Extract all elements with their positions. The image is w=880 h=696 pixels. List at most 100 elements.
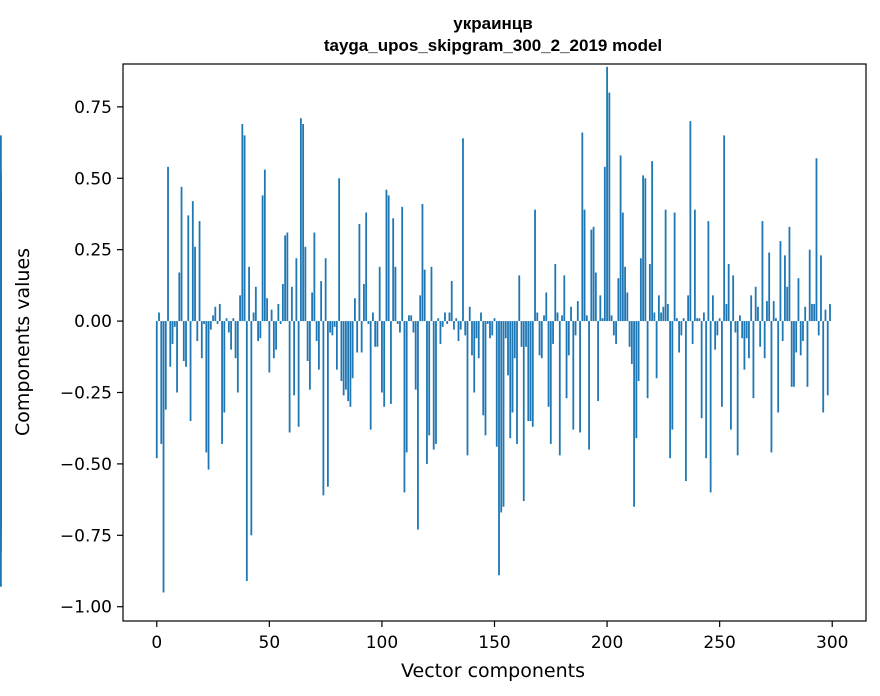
bar [266,298,268,322]
bar [227,321,230,333]
bar [254,286,257,322]
bar [162,321,165,593]
bar [401,206,404,322]
bar [317,321,320,370]
x-tick-label: 300 [816,633,848,653]
bar [471,321,473,356]
bar [297,321,300,427]
y-axis: −1.00 −0.75 −0.50 −0.25 0.00 0.25 0.50 0.75 [60,98,123,618]
bar [817,321,820,336]
bar [576,301,579,322]
chart-subtitle: tayga_upos_skipgram_300_2_2019 model [324,36,662,55]
bar [700,321,703,419]
bar [617,278,620,322]
bar [522,321,525,502]
x-axis-label: Vector components [401,660,585,682]
bar [486,321,489,324]
bar [736,321,739,456]
bar [806,321,809,387]
bar [252,312,255,322]
bar [581,132,584,322]
bar [653,312,656,322]
bar [741,321,744,339]
y-tick-label: −0.50 [60,455,112,475]
bar [198,221,201,322]
bar [592,226,595,322]
bar [390,321,392,404]
bar [761,221,764,322]
bar [453,321,455,330]
bar [423,269,426,322]
bar [554,263,557,322]
bar [552,321,554,344]
bar [178,272,181,322]
bar [745,321,748,339]
bar [754,286,757,322]
bar [218,303,221,322]
bar [675,318,678,322]
bar [293,321,296,396]
x-tick-label: 200 [591,633,623,653]
bar [768,252,771,322]
bar [750,295,753,322]
bar [498,321,500,576]
bar [504,321,507,339]
bar [405,321,408,453]
bar [732,275,735,322]
bar [820,255,822,322]
bar [158,312,160,322]
bar [808,249,811,322]
bar [525,321,527,347]
bar [826,321,829,396]
bar [648,263,651,322]
bar [513,321,516,359]
bar [171,321,174,344]
bar [644,178,647,322]
bar [277,303,280,322]
bar [435,321,437,444]
bar [203,321,205,324]
bar [811,303,813,322]
bar [169,321,172,367]
bar [457,321,460,342]
bar [212,315,214,322]
bar [556,312,559,322]
bar [0,321,2,553]
bar [608,92,611,322]
bar [734,321,737,333]
bar [563,275,566,322]
bar [182,321,185,362]
bar [527,321,530,422]
bar [459,321,462,330]
bar [207,321,210,470]
bar [709,321,712,493]
bar [718,318,721,322]
bar [383,321,386,407]
bar [561,315,563,322]
bar [705,321,708,459]
bar [295,258,298,322]
bar [624,266,626,322]
bar [651,161,654,322]
bar [660,312,663,322]
bar [200,321,203,359]
bar [466,321,469,456]
x-axis: 0 50 100 150 200 250 300 [151,621,848,653]
bar [516,321,518,444]
bar [387,195,390,322]
bar [721,321,723,407]
bar [250,321,253,536]
y-tick-label: −1.00 [60,598,112,618]
bar [441,321,444,327]
bar [473,321,476,393]
bar [793,321,795,387]
bar [671,321,674,430]
y-axis-label: Components values [12,248,34,436]
bar [788,226,791,322]
bar [664,209,667,322]
bar [290,286,293,322]
bar [367,321,370,324]
bar [326,321,329,487]
bar [176,321,178,393]
bar [678,321,681,353]
